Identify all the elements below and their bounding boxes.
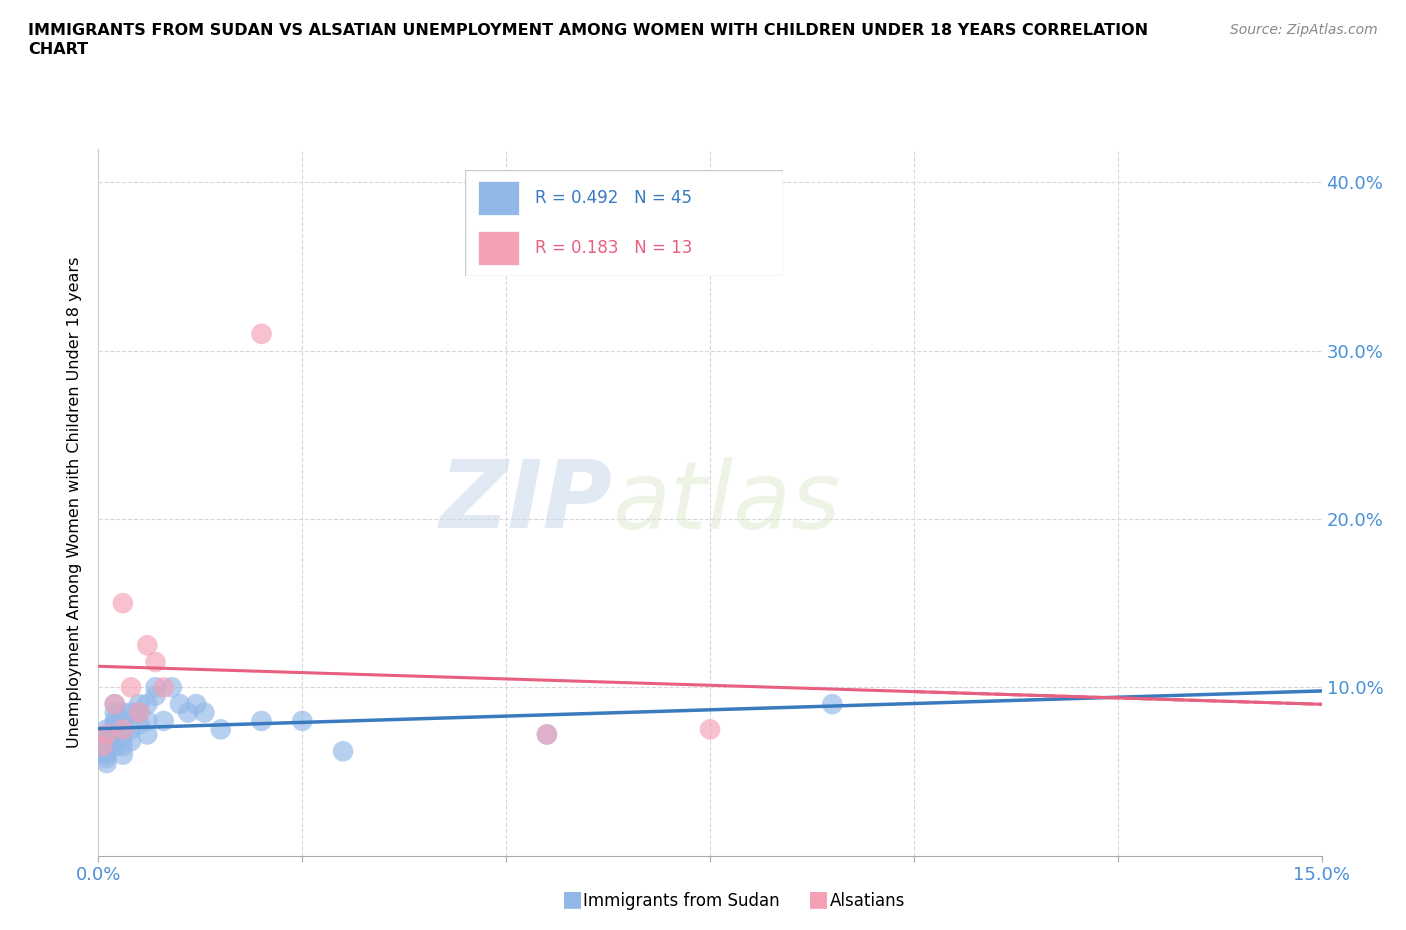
Point [96, 727, 118, 742]
Point [91, 738, 114, 753]
Point [111, 738, 134, 753]
Point [136, 697, 159, 711]
Point [152, 713, 174, 728]
Point [145, 688, 167, 703]
Point [111, 596, 134, 611]
Text: Alsatians: Alsatians [830, 892, 905, 910]
Point [128, 697, 150, 711]
Text: CHART: CHART [28, 42, 89, 57]
Point [96, 734, 118, 749]
Point [96, 744, 118, 759]
Point [104, 738, 127, 753]
Point [120, 680, 142, 695]
Point [111, 730, 134, 745]
Point [177, 705, 200, 720]
Point [104, 727, 127, 742]
Point [536, 727, 558, 742]
Point [536, 727, 558, 742]
Y-axis label: Unemployment Among Women with Children Under 18 years: Unemployment Among Women with Children U… [67, 257, 83, 748]
Point [821, 697, 844, 711]
Point [136, 713, 159, 728]
Point [136, 638, 159, 653]
Point [96, 730, 118, 745]
Point [193, 705, 215, 720]
Point [111, 722, 134, 737]
Point [128, 705, 150, 720]
Text: ■: ■ [808, 889, 830, 910]
Text: ZIP: ZIP [439, 457, 612, 548]
Point [128, 705, 150, 720]
Point [250, 326, 273, 341]
Point [104, 730, 127, 745]
Point [104, 697, 127, 711]
Point [120, 734, 142, 749]
Point [91, 744, 114, 759]
Point [111, 713, 134, 728]
Point [699, 722, 721, 737]
Point [332, 744, 354, 759]
Text: ■: ■ [562, 889, 583, 910]
Point [111, 722, 134, 737]
Point [104, 713, 127, 728]
Point [120, 705, 142, 720]
Point [145, 680, 167, 695]
Point [136, 727, 159, 742]
Point [128, 717, 150, 732]
Point [96, 722, 118, 737]
Point [104, 717, 127, 732]
Point [209, 722, 232, 737]
Point [111, 747, 134, 762]
Point [91, 738, 114, 753]
Point [111, 705, 134, 720]
Point [96, 755, 118, 770]
Point [96, 747, 118, 762]
Point [145, 655, 167, 670]
Point [120, 722, 142, 737]
Point [104, 697, 127, 711]
Point [152, 680, 174, 695]
Point [291, 713, 314, 728]
Point [96, 751, 118, 765]
Point [169, 697, 191, 711]
Text: IMMIGRANTS FROM SUDAN VS ALSATIAN UNEMPLOYMENT AMONG WOMEN WITH CHILDREN UNDER 1: IMMIGRANTS FROM SUDAN VS ALSATIAN UNEMPL… [28, 23, 1149, 38]
Point [250, 713, 273, 728]
Point [96, 727, 118, 742]
Text: Source: ZipAtlas.com: Source: ZipAtlas.com [1230, 23, 1378, 37]
Point [104, 705, 127, 720]
Point [186, 697, 208, 711]
Text: atlas: atlas [612, 457, 841, 548]
Text: Immigrants from Sudan: Immigrants from Sudan [583, 892, 780, 910]
Point [160, 680, 183, 695]
